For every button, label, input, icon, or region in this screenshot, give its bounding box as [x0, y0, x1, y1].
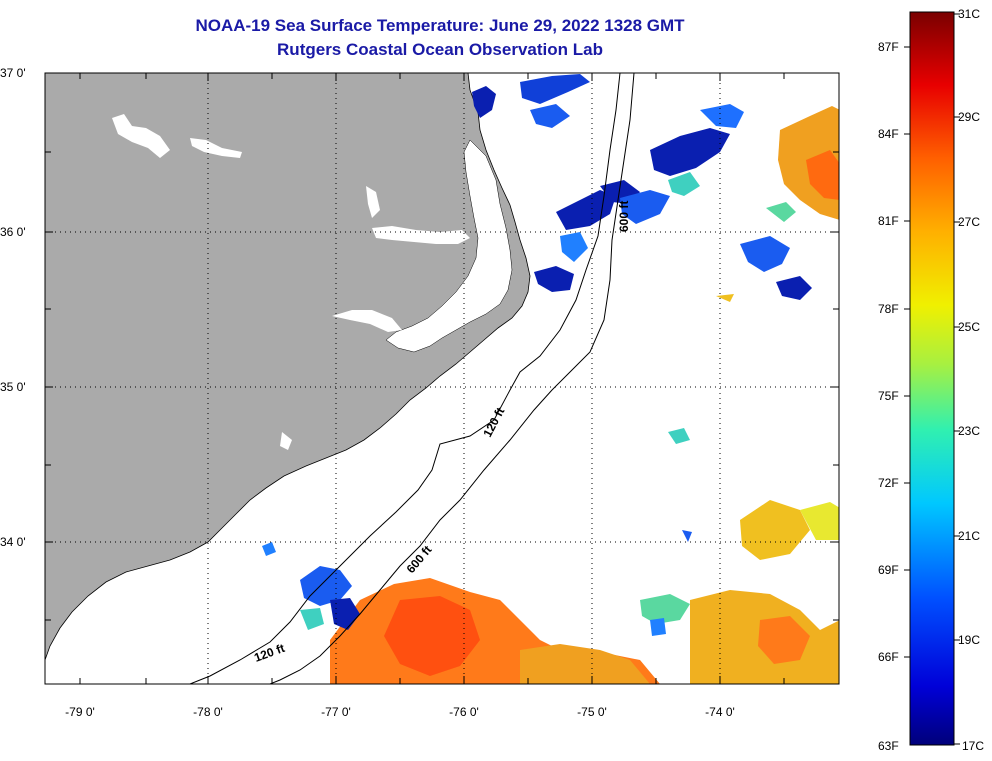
- cb-c-19: 19C: [958, 633, 980, 647]
- lat-label-37: 37 0': [0, 66, 26, 80]
- cb-f-81: 81F: [878, 214, 899, 228]
- cb-c-25: 25C: [958, 320, 980, 334]
- map-frame: [44, 72, 840, 685]
- lat-label-36: 36 0': [0, 225, 26, 239]
- axis-ticks: [45, 72, 839, 684]
- cb-c-23: 23C: [958, 424, 980, 438]
- cb-f-87: 87F: [878, 40, 899, 54]
- cb-c-21: 21C: [958, 529, 980, 543]
- cb-f-75: 75F: [878, 389, 899, 403]
- land-mass: [45, 73, 531, 661]
- lon-label-78: -78 0': [193, 705, 223, 719]
- cb-c-29: 29C: [958, 110, 980, 124]
- colorbar: 87F 84F 81F 78F 75F 72F 69F 66F 63F 31C …: [878, 7, 984, 753]
- cb-c-17: 17C: [962, 739, 984, 753]
- pamlico-sound: [385, 139, 513, 353]
- graticule: [45, 73, 839, 684]
- cb-c-31: 31C: [958, 7, 980, 21]
- cb-f-72: 72F: [878, 476, 899, 490]
- lon-label-75: -75 0': [577, 705, 607, 719]
- isobath-600ft: [269, 73, 635, 684]
- lake-outline-2: [190, 138, 242, 158]
- lon-label-74: -74 0': [705, 705, 735, 719]
- river-white-2: [280, 432, 292, 450]
- lon-label-79: -79 0': [65, 705, 95, 719]
- map-title: NOAA-19 Sea Surface Temperature: June 29…: [195, 16, 685, 35]
- lake-outline-1: [112, 114, 170, 158]
- albemarle-sound: [372, 226, 470, 244]
- lat-label-34: 34 0': [0, 535, 26, 549]
- cb-f-63: 63F: [878, 739, 899, 753]
- river-white-1: [366, 186, 380, 218]
- cb-f-84: 84F: [878, 127, 899, 141]
- cb-f-69: 69F: [878, 563, 899, 577]
- isobath-label-600-north: 600 ft: [617, 201, 631, 232]
- lat-label-35: 35 0': [0, 380, 26, 394]
- cb-c-27: 27C: [958, 215, 980, 229]
- colorbar-gradient: [909, 11, 955, 746]
- lon-label-77: -77 0': [321, 705, 351, 719]
- map-subtitle: Rutgers Coastal Ocean Observation Lab: [277, 40, 603, 59]
- cb-f-78: 78F: [878, 302, 899, 316]
- isobath-120ft: [189, 73, 621, 684]
- cb-f-66: 66F: [878, 650, 899, 664]
- lon-label-76: -76 0': [449, 705, 479, 719]
- sst-data-patches: [262, 74, 839, 684]
- pamlico-river: [332, 310, 402, 332]
